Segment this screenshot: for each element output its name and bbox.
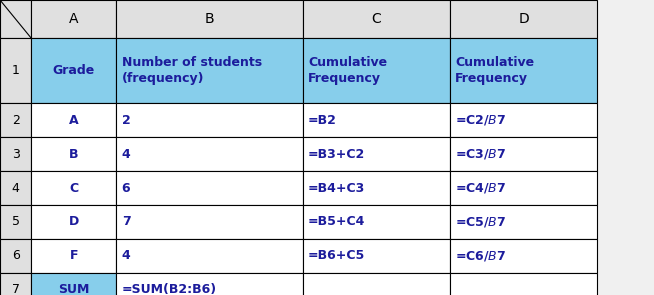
Bar [303,205,450,239]
Text: 7: 7 [12,283,20,295]
Text: A: A [69,114,78,127]
Text: B: B [69,148,78,161]
Text: =B4+C3: =B4+C3 [308,181,366,195]
Text: =B2: =B2 [308,114,337,127]
Text: B: B [205,12,215,26]
Text: 4: 4 [122,249,130,263]
Bar [31,171,116,205]
Bar [450,171,597,205]
Bar [31,137,116,171]
Bar [116,103,303,137]
Text: A: A [69,12,78,26]
Text: C: C [371,12,381,26]
Bar [116,273,303,295]
Text: C: C [69,181,78,195]
Text: =C6/$B$7: =C6/$B$7 [455,249,506,263]
Bar [31,205,116,239]
Text: =C2/$B$7: =C2/$B$7 [455,113,506,127]
Bar [303,103,450,137]
Text: 6: 6 [122,181,130,195]
Bar [0,103,31,137]
Text: F: F [70,249,78,263]
Bar [31,273,116,295]
Text: =B6+C5: =B6+C5 [308,249,366,263]
Text: =C4/$B$7: =C4/$B$7 [455,181,506,195]
Text: =C5/$B$7: =C5/$B$7 [455,215,506,229]
Bar [450,273,597,295]
Bar [0,137,31,171]
Bar [303,137,450,171]
Text: 2: 2 [12,114,20,127]
Bar [31,239,116,273]
Bar [116,239,303,273]
Bar [31,103,116,137]
Bar [0,0,31,38]
Bar [116,205,303,239]
Text: Grade: Grade [53,64,95,77]
Bar [116,38,303,103]
Bar [116,171,303,205]
Bar [0,38,31,103]
Bar [303,239,450,273]
Bar [450,38,597,103]
Text: SUM: SUM [58,283,90,295]
Bar [450,239,597,273]
Bar [116,0,303,38]
Bar [303,171,450,205]
Text: 3: 3 [12,148,20,161]
Text: =B3+C2: =B3+C2 [308,148,366,161]
Text: Cumulative
Frequency: Cumulative Frequency [455,56,534,85]
Bar [0,239,31,273]
Bar [450,205,597,239]
Text: =SUM(B2:B6): =SUM(B2:B6) [122,283,216,295]
Bar [31,38,116,103]
Text: 4: 4 [122,148,130,161]
Text: =C3/$B$7: =C3/$B$7 [455,147,506,161]
Bar [303,38,450,103]
Text: 1: 1 [12,64,20,77]
Bar [0,171,31,205]
Text: Cumulative
Frequency: Cumulative Frequency [308,56,387,85]
Text: 2: 2 [122,114,130,127]
Bar [450,103,597,137]
Bar [0,273,31,295]
Text: Number of students
(frequency): Number of students (frequency) [122,56,262,85]
Bar [0,205,31,239]
Text: 4: 4 [12,181,20,195]
Bar [116,137,303,171]
Text: =B5+C4: =B5+C4 [308,215,366,229]
Bar [303,273,450,295]
Bar [31,0,116,38]
Text: D: D [69,215,79,229]
Bar [303,0,450,38]
Text: D: D [518,12,529,26]
Bar [450,137,597,171]
Text: 6: 6 [12,249,20,263]
Text: 5: 5 [12,215,20,229]
Bar [450,0,597,38]
Text: 7: 7 [122,215,130,229]
